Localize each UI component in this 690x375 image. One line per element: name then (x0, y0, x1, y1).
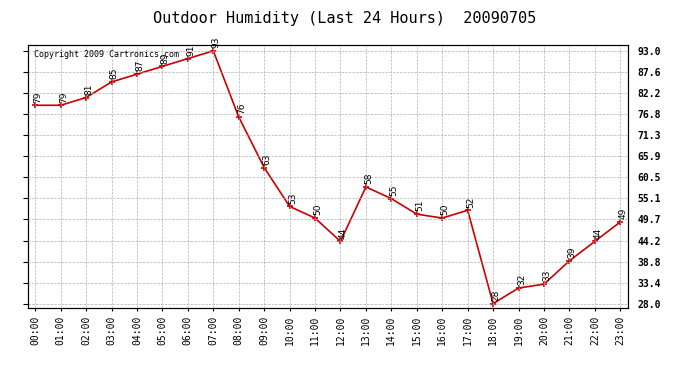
Text: 39: 39 (568, 246, 577, 258)
Text: 32: 32 (517, 274, 526, 285)
Text: 63: 63 (262, 153, 271, 165)
Text: Outdoor Humidity (Last 24 Hours)  20090705: Outdoor Humidity (Last 24 Hours) 2009070… (153, 11, 537, 26)
Text: 55: 55 (390, 184, 399, 196)
Text: 79: 79 (59, 91, 68, 102)
Text: 51: 51 (415, 200, 424, 211)
Text: 44: 44 (593, 227, 602, 238)
Text: 52: 52 (466, 196, 475, 207)
Text: 50: 50 (440, 204, 449, 215)
Text: 85: 85 (110, 68, 119, 79)
Text: 44: 44 (339, 227, 348, 238)
Text: 28: 28 (491, 290, 500, 301)
Text: 91: 91 (186, 44, 195, 56)
Text: 81: 81 (84, 83, 93, 95)
Text: 33: 33 (542, 270, 551, 281)
Text: 87: 87 (135, 60, 144, 71)
Text: 50: 50 (313, 204, 322, 215)
Text: 89: 89 (161, 52, 170, 64)
Text: 93: 93 (212, 36, 221, 48)
Text: 53: 53 (288, 192, 297, 204)
Text: 76: 76 (237, 103, 246, 114)
Text: Copyright 2009 Cartronics.com: Copyright 2009 Cartronics.com (34, 50, 179, 59)
Text: 79: 79 (34, 91, 43, 102)
Text: 49: 49 (618, 208, 627, 219)
Text: 58: 58 (364, 172, 373, 184)
